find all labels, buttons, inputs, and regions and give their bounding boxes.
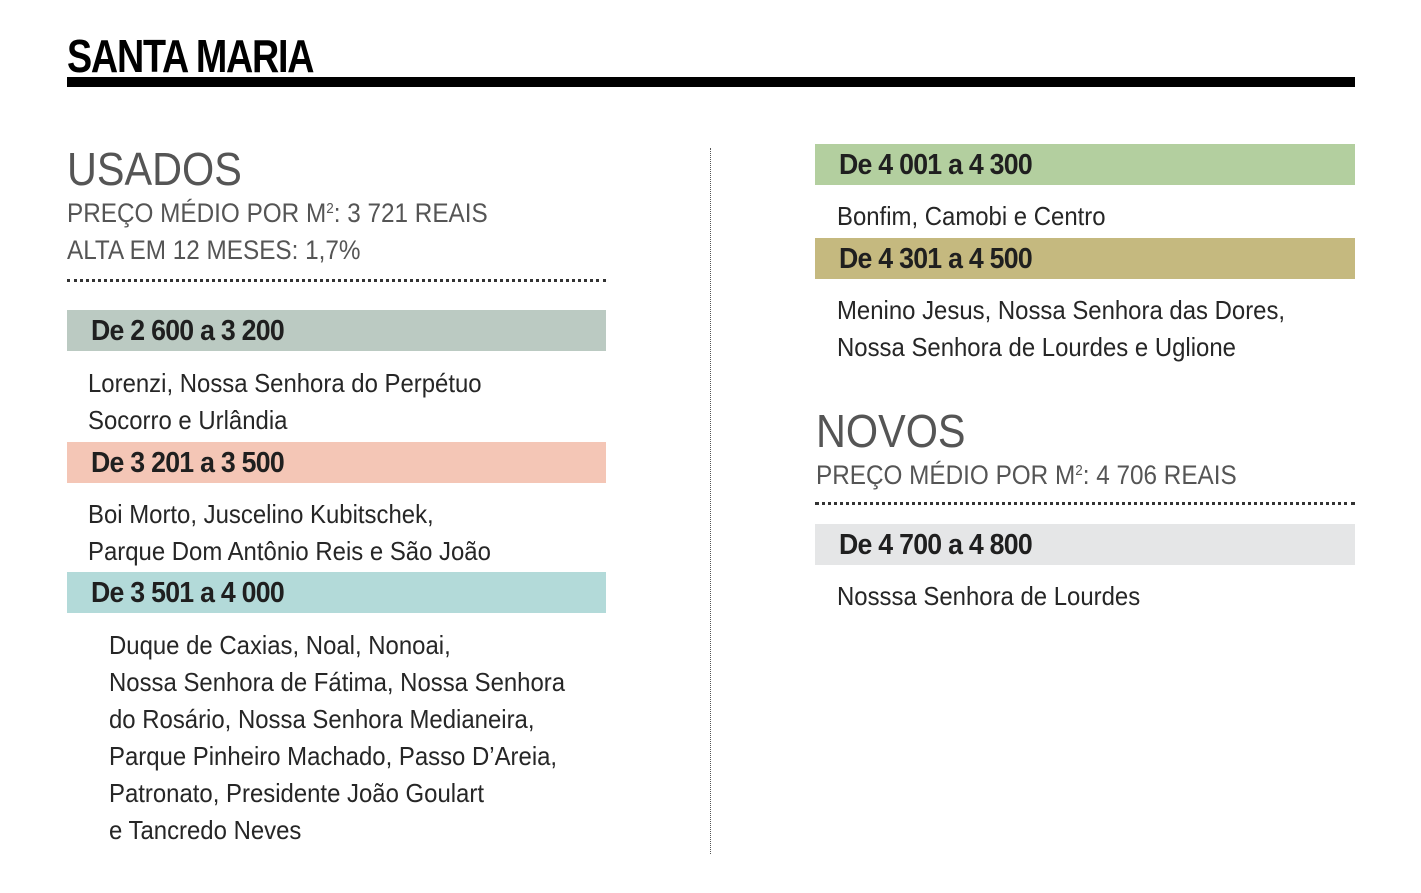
neighborhood-line: Patronato, Presidente João Goulart xyxy=(109,778,484,808)
page-title: SANTA MARIA xyxy=(67,30,315,82)
neighborhood-line: do Rosário, Nossa Senhora Medianeira, xyxy=(109,704,535,734)
usados-range-label-1: De 2 600 a 3 200 xyxy=(91,315,285,347)
neighborhood-line: Nossa Senhora de Lourdes e Uglione xyxy=(837,332,1236,362)
neighborhood-line: Parque Dom Antônio Reis e São João xyxy=(88,536,491,566)
neighborhood-line: Parque Pinheiro Machado, Passo D’Areia, xyxy=(109,741,558,771)
novos-heading: NOVOS xyxy=(816,405,966,457)
usados-neighborhoods-1: Lorenzi, Nossa Senhora do Perpétuo Socor… xyxy=(88,365,516,439)
novos-range-band-1: De 4 700 a 4 800 xyxy=(815,524,1355,565)
neighborhood-line: Nosssa Senhora de Lourdes xyxy=(837,581,1141,611)
novos-neighborhoods-1: Nosssa Senhora de Lourdes xyxy=(837,578,1167,615)
usados-range-band-2: De 3 201 a 3 500 xyxy=(67,442,606,483)
novos-average-price-label: PREÇO MÉDIO POR M xyxy=(816,460,1076,490)
usados-range-band-5: De 4 301 a 4 500 xyxy=(815,238,1355,279)
neighborhood-line: Menino Jesus, Nossa Senhora das Dores, xyxy=(837,295,1286,325)
neighborhood-line: Lorenzi, Nossa Senhora do Perpétuo xyxy=(88,368,482,398)
usados-annual-change: ALTA EM 12 MESES: 1,7% xyxy=(67,235,361,265)
neighborhood-line: Duque de Caxias, Noal, Nonoai, xyxy=(109,630,451,660)
usados-neighborhoods-2: Boi Morto, Juscelino Kubitschek, Parque … xyxy=(88,496,526,570)
neighborhood-line: Boi Morto, Juscelino Kubitschek, xyxy=(88,499,434,529)
usados-range-band-4: De 4 001 a 4 300 xyxy=(815,144,1355,185)
title-rule xyxy=(67,77,1355,87)
novos-average-price-exponent: 2 xyxy=(1075,462,1083,479)
usados-neighborhoods-4: Bonfim, Camobi e Centro xyxy=(837,198,1129,235)
usados-range-label-2: De 3 201 a 3 500 xyxy=(91,447,285,479)
usados-average-price-exponent: 2 xyxy=(326,200,334,217)
usados-range-label-4: De 4 001 a 4 300 xyxy=(839,149,1033,181)
usados-heading: USADOS xyxy=(67,143,242,195)
usados-average-price-label: PREÇO MÉDIO POR M xyxy=(67,198,327,228)
usados-neighborhoods-3: Duque de Caxias, Noal, Nonoai, Nossa Sen… xyxy=(109,627,605,849)
neighborhood-line: e Tancredo Neves xyxy=(109,815,302,845)
usados-average-price: PREÇO MÉDIO POR M2: 3 721 REAIS xyxy=(67,195,488,232)
neighborhood-line: Socorro e Urlândia xyxy=(88,405,288,435)
usados-range-band-3: De 3 501 a 4 000 xyxy=(67,572,606,613)
novos-average-price: PREÇO MÉDIO POR M2: 4 706 REAIS xyxy=(816,457,1237,494)
neighborhood-line: Nossa Senhora de Fátima, Nossa Senhora xyxy=(109,667,566,697)
usados-dotted-rule xyxy=(67,279,606,282)
usados-neighborhoods-5: Menino Jesus, Nossa Senhora das Dores, N… xyxy=(837,292,1324,366)
column-divider xyxy=(710,148,711,854)
novos-dotted-rule xyxy=(815,502,1355,505)
usados-average-price-value: : 3 721 REAIS xyxy=(333,198,488,228)
usados-range-band-1: De 2 600 a 3 200 xyxy=(67,310,606,351)
usados-range-label-3: De 3 501 a 4 000 xyxy=(91,577,285,609)
novos-range-label-1: De 4 700 a 4 800 xyxy=(839,529,1033,561)
neighborhood-line: Bonfim, Camobi e Centro xyxy=(837,201,1106,231)
novos-average-price-value: : 4 706 REAIS xyxy=(1082,460,1237,490)
usados-range-label-5: De 4 301 a 4 500 xyxy=(839,243,1033,275)
